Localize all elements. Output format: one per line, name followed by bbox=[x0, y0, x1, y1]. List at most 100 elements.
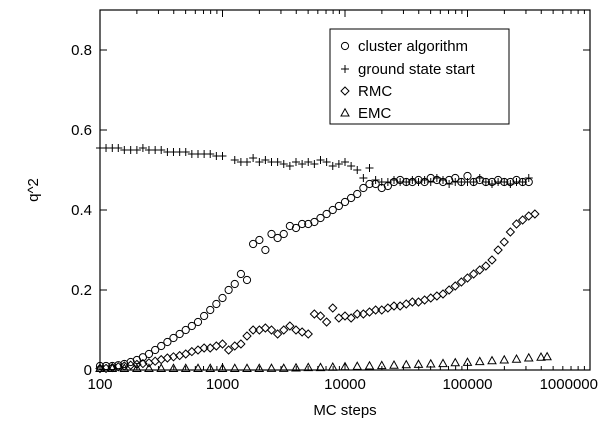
data-point bbox=[303, 329, 313, 339]
data-point bbox=[506, 180, 515, 188]
x-tick-label: 100000 bbox=[442, 376, 492, 393]
legend-label: RMC bbox=[358, 83, 392, 100]
data-point bbox=[376, 360, 387, 370]
data-point bbox=[291, 158, 300, 166]
y-tick-label: 0 bbox=[84, 362, 92, 379]
data-point bbox=[218, 293, 227, 303]
data-point bbox=[481, 261, 491, 271]
markers bbox=[95, 144, 552, 374]
data-point bbox=[279, 160, 288, 168]
data-point bbox=[279, 229, 288, 239]
data-point bbox=[248, 325, 258, 335]
data-point bbox=[230, 279, 239, 289]
data-point bbox=[266, 325, 277, 335]
data-point bbox=[352, 309, 362, 319]
data-point bbox=[108, 361, 117, 371]
data-point bbox=[353, 189, 362, 199]
data-point bbox=[181, 148, 190, 156]
data-point bbox=[309, 309, 320, 319]
data-point bbox=[242, 275, 252, 285]
data-point bbox=[223, 345, 234, 355]
data-point bbox=[303, 362, 314, 372]
data-point bbox=[518, 178, 527, 186]
data-point bbox=[304, 219, 313, 229]
data-point bbox=[328, 205, 337, 215]
data-point bbox=[255, 235, 264, 245]
x-tick-label: 100 bbox=[87, 376, 112, 393]
data-point bbox=[523, 352, 534, 362]
data-point bbox=[530, 209, 540, 219]
data-point bbox=[420, 176, 429, 184]
data-point bbox=[236, 269, 245, 279]
data-point bbox=[199, 343, 209, 353]
data-point bbox=[291, 223, 301, 233]
data-point bbox=[261, 156, 270, 164]
data-point bbox=[390, 176, 398, 184]
data-point bbox=[285, 162, 294, 170]
data-point bbox=[95, 361, 105, 371]
data-point bbox=[255, 158, 264, 166]
data-point bbox=[474, 356, 485, 366]
data-point bbox=[511, 219, 522, 229]
data-point bbox=[278, 363, 289, 372]
data-point bbox=[144, 363, 154, 372]
data-point bbox=[169, 333, 178, 343]
data-point bbox=[328, 162, 337, 170]
data-point bbox=[475, 174, 484, 182]
data-point bbox=[310, 160, 319, 168]
data-point bbox=[242, 363, 252, 372]
data-point bbox=[95, 363, 105, 372]
data-point bbox=[254, 363, 265, 372]
data-point bbox=[445, 180, 454, 188]
data-point bbox=[346, 313, 356, 323]
data-point bbox=[488, 180, 496, 188]
x-tick-label: 10000 bbox=[324, 376, 366, 393]
legend: cluster algorithm ground state start RMC… bbox=[329, 28, 510, 125]
data-point bbox=[266, 363, 277, 372]
x-tick-label: 1000000 bbox=[540, 376, 598, 393]
data-point bbox=[401, 359, 412, 369]
data-point bbox=[340, 311, 350, 321]
data-point bbox=[469, 178, 478, 186]
data-point bbox=[511, 353, 522, 363]
y-tick-label: 0.8 bbox=[71, 42, 92, 59]
data-point bbox=[425, 358, 436, 368]
data-point bbox=[359, 174, 368, 182]
data-point bbox=[298, 219, 307, 229]
data-point bbox=[163, 337, 172, 347]
data-point bbox=[499, 237, 509, 247]
data-point bbox=[328, 303, 338, 313]
series-circle bbox=[95, 171, 533, 371]
data-point bbox=[279, 325, 289, 335]
legend-box bbox=[329, 28, 510, 125]
data-point bbox=[119, 363, 130, 372]
data-point bbox=[365, 179, 374, 189]
data-point bbox=[456, 277, 467, 287]
data-point bbox=[224, 285, 233, 295]
data-point bbox=[285, 221, 294, 231]
data-point bbox=[217, 363, 228, 372]
x-tick-label: 1000 bbox=[206, 376, 239, 393]
data-point bbox=[132, 363, 142, 372]
data-point bbox=[273, 158, 282, 166]
data-point bbox=[206, 150, 215, 158]
data-point bbox=[218, 152, 227, 160]
legend-markers bbox=[340, 41, 350, 117]
data-point bbox=[439, 176, 447, 184]
data-point bbox=[383, 178, 392, 186]
data-point bbox=[157, 146, 166, 154]
ticks: 100 1000 10000 100000 1000000 0 0.2 0.4 0.6 0.8 bbox=[71, 10, 598, 393]
data-point bbox=[389, 301, 399, 311]
data-point bbox=[298, 160, 307, 168]
data-point bbox=[157, 341, 166, 351]
data-point bbox=[291, 362, 301, 372]
data-point bbox=[402, 178, 411, 186]
data-point bbox=[536, 351, 546, 361]
data-point bbox=[322, 158, 331, 166]
data-point bbox=[365, 164, 374, 172]
data-point bbox=[310, 217, 319, 227]
data-point bbox=[315, 311, 326, 321]
data-point bbox=[187, 321, 196, 331]
data-point bbox=[261, 245, 270, 255]
